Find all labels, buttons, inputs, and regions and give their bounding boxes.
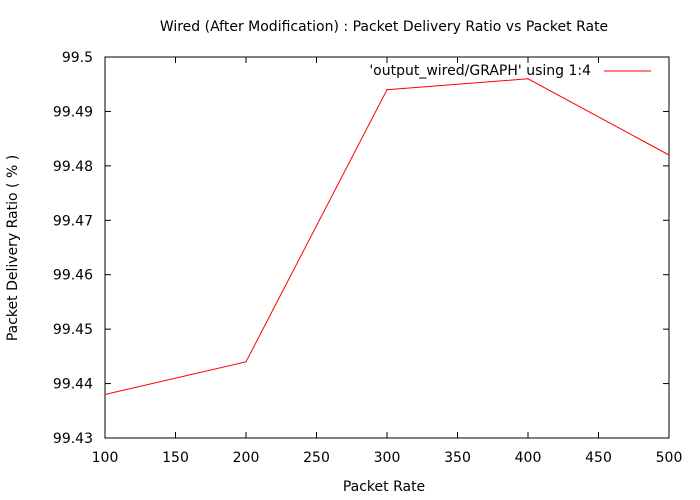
data-point <box>527 78 529 80</box>
y-axis: 99.43 99.44 99.45 99.46 99.47 99.48 99.49 99.5 <box>53 50 669 447</box>
legend-label: 'output_wired/GRAPH' using 1:4 <box>369 63 591 79</box>
x-axis: 100 150 200 250 300 350 400 450 500 <box>92 57 683 466</box>
y-tick-label: 99.45 <box>53 322 93 338</box>
y-tick-label: 99.47 <box>53 213 93 229</box>
data-point <box>668 154 670 156</box>
y-tick-label: 99.46 <box>53 268 93 284</box>
data-point <box>104 393 106 396</box>
series-line <box>104 78 670 395</box>
x-tick-label: 150 <box>162 450 189 466</box>
x-tick-label: 450 <box>585 450 612 466</box>
x-tick-label: 300 <box>374 450 401 466</box>
data-point <box>386 89 388 91</box>
data-point <box>245 361 247 363</box>
y-tick-label: 99.43 <box>53 431 93 447</box>
y-tick-label: 99.48 <box>53 159 93 175</box>
y-tick-label: 99.44 <box>53 377 93 393</box>
x-tick-label: 250 <box>303 450 330 466</box>
series-layer <box>104 78 670 396</box>
x-tick-label: 200 <box>233 450 260 466</box>
y-axis-label: Packet Delivery Ratio ( % ) <box>5 155 21 341</box>
legend: 'output_wired/GRAPH' using 1:4 <box>369 63 651 79</box>
x-tick-label: 100 <box>92 450 119 466</box>
chart-title: Wired (After Modification) : Packet Deli… <box>160 19 608 35</box>
x-axis-label: Packet Rate <box>343 479 425 495</box>
y-tick-label: 99.49 <box>53 104 93 120</box>
plot-area-border <box>104 56 670 439</box>
x-tick-label: 350 <box>444 450 471 466</box>
y-tick-label: 99.5 <box>62 50 93 66</box>
x-tick-label: 500 <box>656 450 683 466</box>
x-tick-label: 400 <box>515 450 542 466</box>
